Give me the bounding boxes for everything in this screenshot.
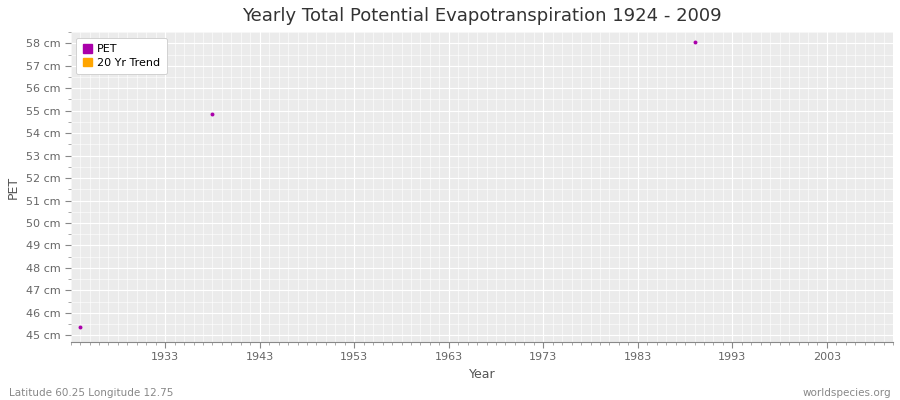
Point — [688, 39, 702, 45]
Text: Latitude 60.25 Longitude 12.75: Latitude 60.25 Longitude 12.75 — [9, 388, 174, 398]
Title: Yearly Total Potential Evapotranspiration 1924 - 2009: Yearly Total Potential Evapotranspiratio… — [242, 7, 722, 25]
Legend: PET, 20 Yr Trend: PET, 20 Yr Trend — [76, 38, 167, 74]
Point — [73, 324, 87, 331]
Y-axis label: PET: PET — [7, 176, 20, 199]
Point — [205, 111, 220, 117]
X-axis label: Year: Year — [469, 368, 495, 381]
Text: worldspecies.org: worldspecies.org — [803, 388, 891, 398]
